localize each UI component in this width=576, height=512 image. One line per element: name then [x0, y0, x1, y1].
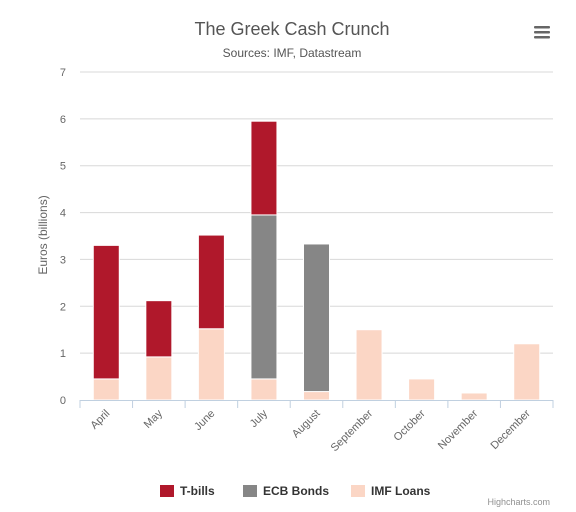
bar-imf-loans-november[interactable]: [460, 392, 488, 401]
y-tick-label: 6: [60, 114, 66, 126]
x-axis: [79, 400, 554, 408]
bar-t-bills-may[interactable]: [145, 300, 173, 358]
legend-swatch: [243, 485, 257, 497]
y-axis-ticks: 0 1 2 3 4 5 6 7: [60, 67, 66, 407]
bar-imf-loans-june[interactable]: [197, 328, 225, 401]
hamburger-menu-icon[interactable]: [530, 20, 554, 40]
bar-imf-loans-october[interactable]: [408, 378, 436, 401]
x-tick-label: June: [192, 408, 217, 433]
x-tick-label: April: [88, 408, 112, 432]
x-tick-label: May: [142, 407, 166, 431]
legend-label: IMF Loans: [371, 484, 431, 498]
bar-imf-loans-july[interactable]: [250, 378, 278, 401]
y-tick-label: 1: [60, 348, 66, 360]
legend: T-bills ECB Bonds IMF Loans: [160, 484, 431, 498]
bar-imf-loans-september[interactable]: [355, 329, 383, 401]
y-tick-label: 2: [60, 301, 66, 313]
bar-ecb-bonds-july[interactable]: [250, 214, 278, 380]
bar-t-bills-april[interactable]: [92, 244, 120, 380]
chart-title: The Greek Cash Crunch: [194, 19, 389, 39]
y-tick-label: 3: [60, 254, 66, 266]
bar-imf-loans-august[interactable]: [303, 391, 330, 401]
x-tick-label: July: [248, 407, 271, 430]
legend-swatch: [160, 485, 174, 497]
bar-t-bills-july[interactable]: [250, 120, 278, 216]
chart-subtitle: Sources: IMF, Datastream: [223, 46, 362, 60]
legend-item-ecb-bonds[interactable]: ECB Bonds: [243, 484, 329, 498]
legend-item-imf-loans[interactable]: IMF Loans: [351, 484, 431, 498]
legend-swatch: [351, 485, 365, 497]
y-tick-label: 0: [60, 395, 66, 407]
bars: [92, 120, 541, 401]
x-tick-label: November: [436, 407, 481, 452]
credits-text[interactable]: Highcharts.com: [487, 497, 550, 507]
x-tick-label: December: [488, 407, 533, 452]
x-tick-label: September: [329, 407, 376, 454]
x-tick-label: August: [290, 408, 323, 441]
y-tick-label: 5: [60, 161, 66, 173]
legend-label: T-bills: [180, 484, 215, 498]
bar-t-bills-june[interactable]: [197, 234, 225, 330]
y-tick-label: 7: [60, 67, 66, 79]
legend-label: ECB Bonds: [263, 484, 329, 498]
bar-ecb-bonds-august[interactable]: [303, 243, 330, 393]
x-axis-ticks: April May June July August September October No…: [88, 407, 533, 454]
bar-imf-loans-april[interactable]: [92, 378, 120, 401]
x-tick-label: October: [392, 407, 428, 443]
y-tick-label: 4: [60, 208, 66, 220]
legend-item-t-bills[interactable]: T-bills: [160, 484, 215, 498]
bar-imf-loans-may[interactable]: [145, 356, 173, 401]
bar-imf-loans-december[interactable]: [513, 343, 541, 401]
y-axis-label: Euros (billions): [36, 195, 50, 274]
